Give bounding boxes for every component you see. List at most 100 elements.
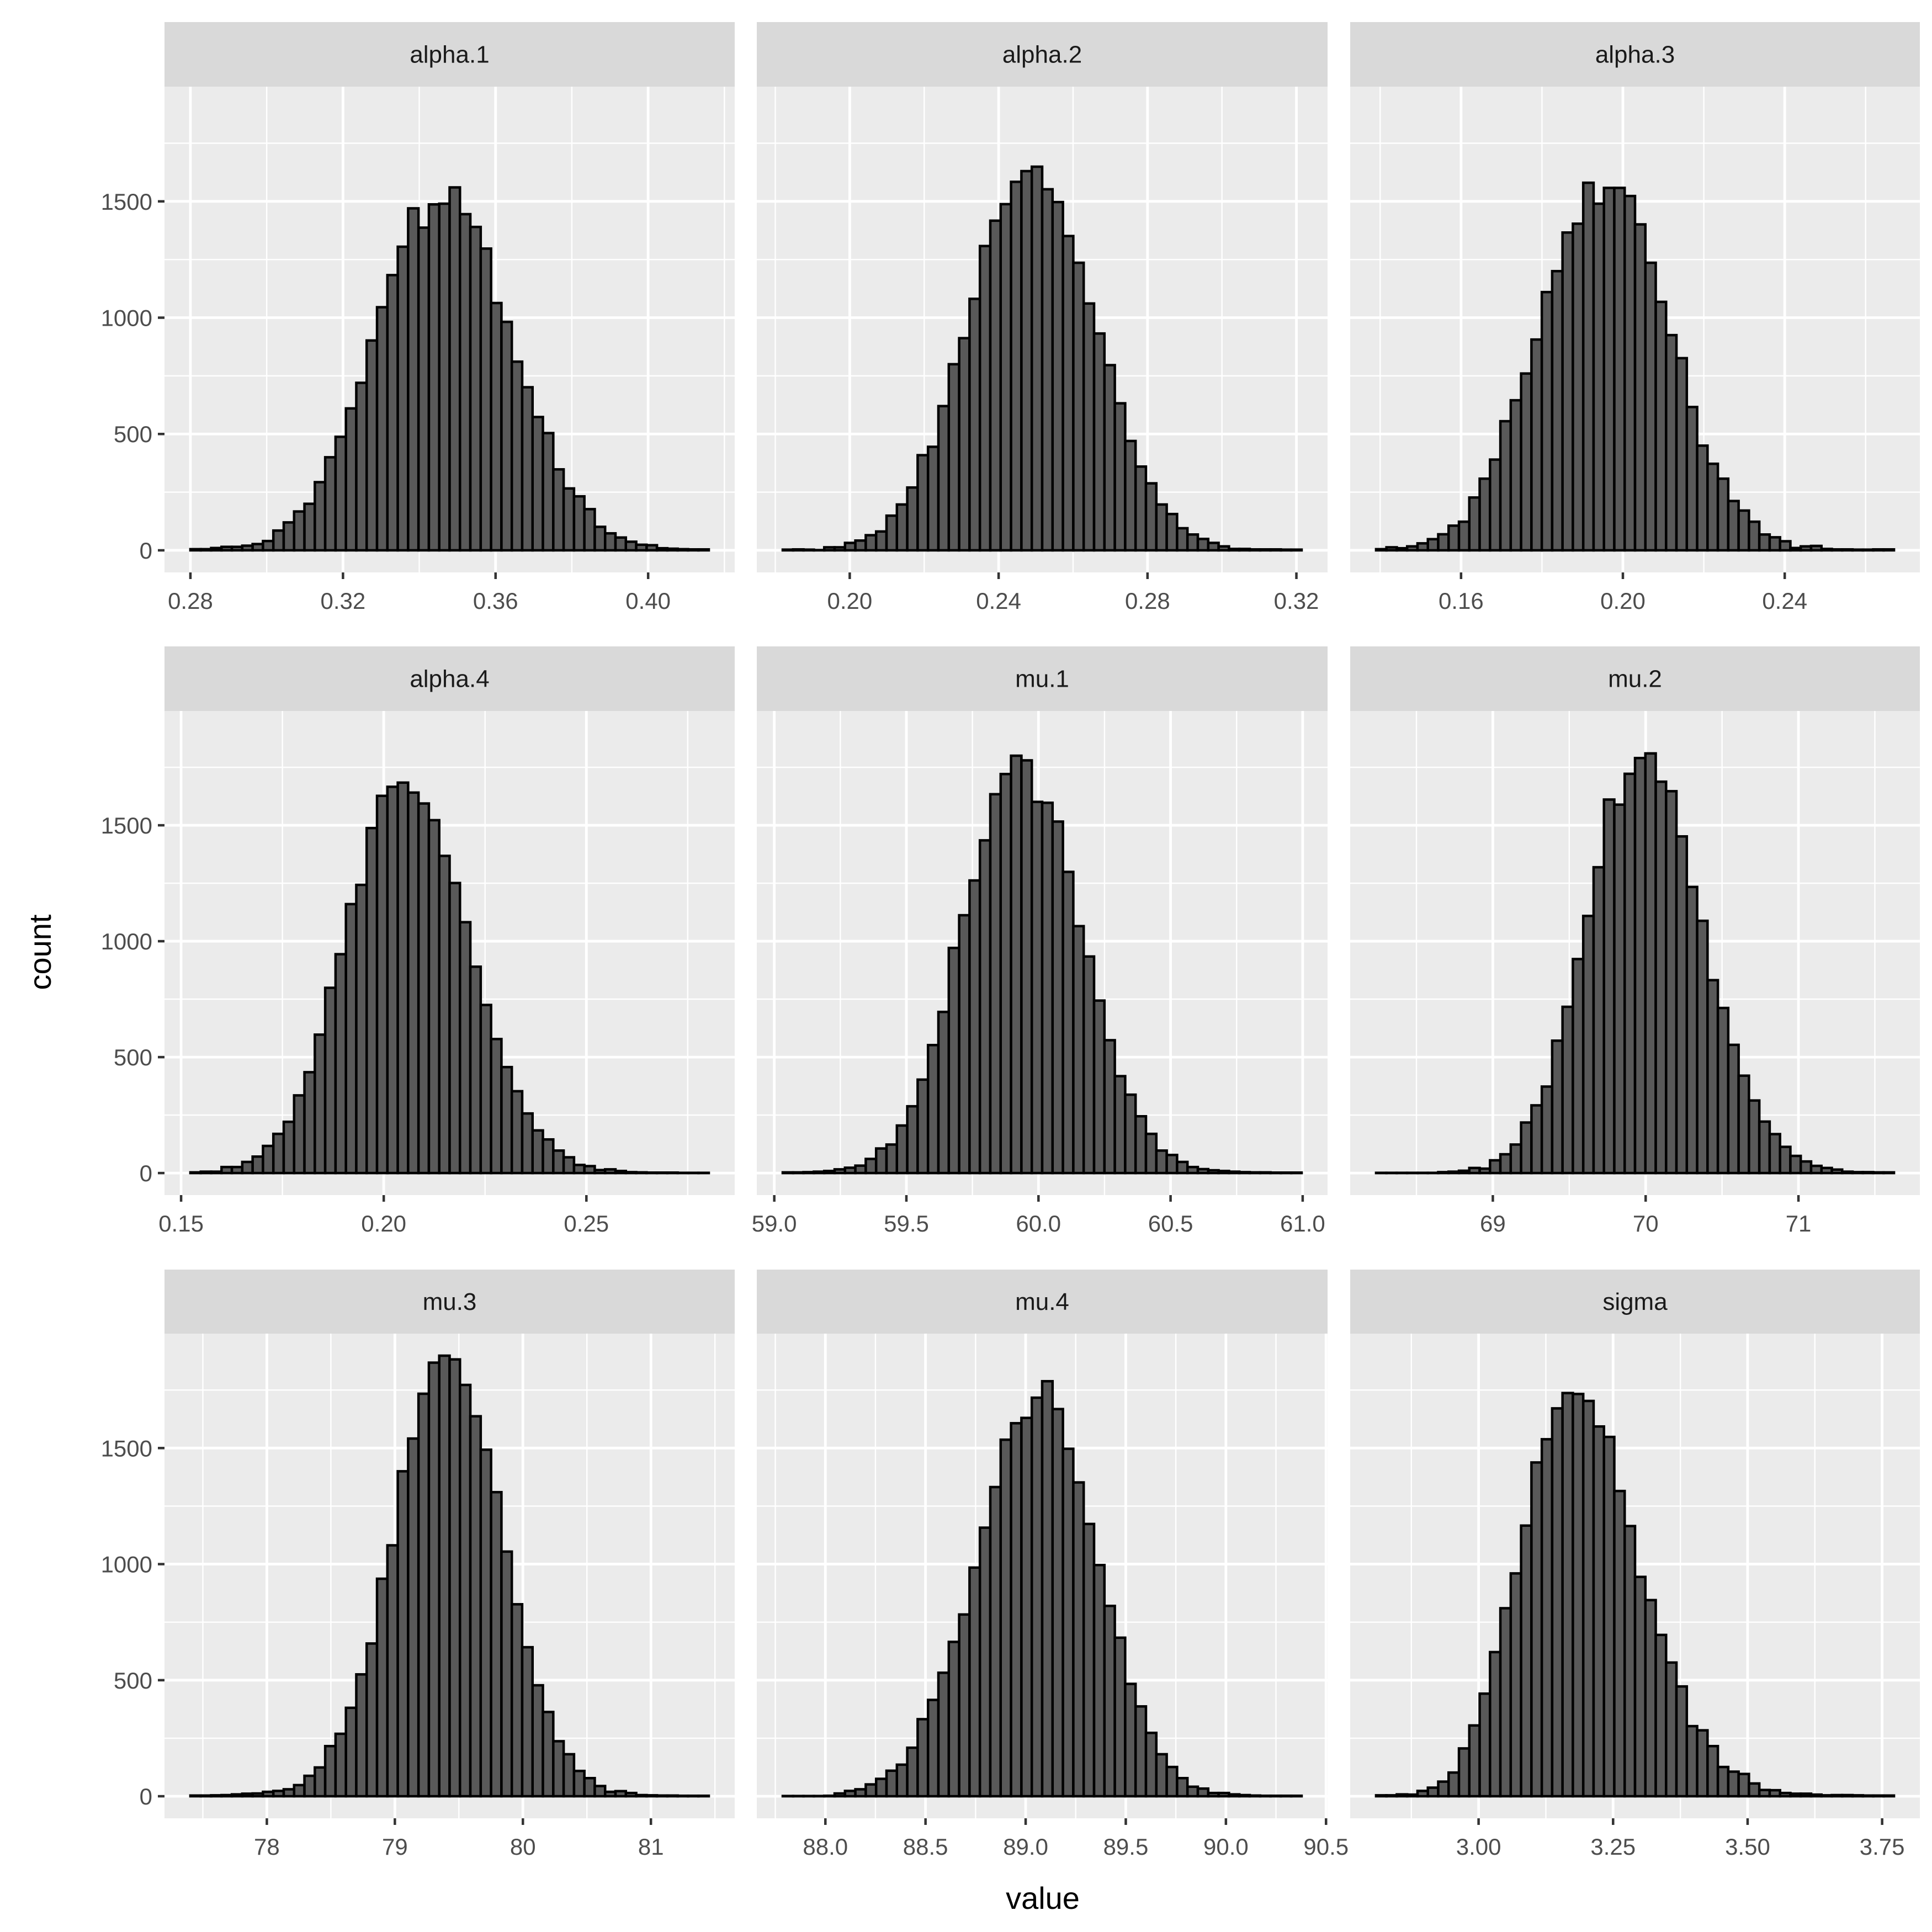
histogram-bar [1540,1438,1554,1798]
histogram-bar [1092,999,1106,1175]
histogram-bar [813,1170,826,1175]
histogram-bar [1613,1489,1626,1798]
facet-panel: alpha.1 0.28 0.32 0.36 0.40 0 500 1000 1500 [101,22,735,614]
histogram-bar [1468,496,1481,552]
x-tick-label: 59.0 [752,1211,797,1236]
histogram-bar [1124,439,1137,552]
histogram-bar [417,1392,431,1798]
histogram-bar [1010,181,1023,552]
facet-strip [1350,1270,1920,1334]
histogram-bar [1165,1154,1179,1175]
histogram-bar [552,468,565,552]
histogram-bar [469,225,482,552]
histogram-bar [1238,1171,1251,1175]
histogram-bar [1644,1599,1657,1798]
facet-panel: mu.2 69 70 71 [1350,646,1920,1236]
histogram-bar [1561,231,1574,552]
histogram-bar [1061,235,1075,552]
histogram-bar [1010,1422,1023,1798]
histogram-bar [396,781,410,1175]
histogram-bar [1841,548,1854,552]
histogram-bar [1872,548,1885,552]
histogram-bar [1572,1393,1585,1798]
histogram-bar [666,547,679,552]
histogram-bars [189,1354,710,1798]
histogram-bar [314,1766,327,1798]
histogram-bar [624,540,638,552]
histogram-bar [1716,477,1730,552]
histogram-bar [572,1769,586,1798]
x-tick-label: 61.0 [1280,1211,1325,1236]
histogram-bar [1602,187,1616,552]
histogram-bar [1727,1043,1740,1175]
histogram-bar [1176,527,1189,552]
histogram-bar [822,1170,836,1175]
histogram-bar [1748,1782,1761,1798]
x-tick-label: 0.32 [320,588,365,614]
histogram-bar [978,245,992,552]
histogram-bar [1696,444,1709,552]
histogram-bar [1061,1447,1075,1798]
histogram-bar [1248,1171,1262,1175]
facet-panel: sigma 3.00 3.25 3.50 3.75 [1350,1270,1920,1860]
x-tick-label: 80 [510,1834,536,1860]
histogram-bar [1030,1396,1044,1798]
histogram-bar [417,226,431,552]
histogram-bar [1269,548,1282,552]
histogram-bar [1489,458,1502,552]
histogram-bar [469,965,482,1175]
histogram-bar [1134,1705,1148,1798]
histogram-bar [666,1171,679,1175]
histogram-bar [210,1794,223,1798]
histogram-bar [521,1112,534,1175]
x-tick-label: 0.36 [473,588,518,614]
histogram-bar [833,1792,847,1798]
histogram-bar [885,1143,899,1175]
histogram-bar [562,487,576,552]
x-tick-label: 0.28 [168,588,213,614]
facet-strip-label: mu.3 [423,1288,477,1315]
histogram-bar [1457,1169,1471,1175]
histogram-bar [989,793,1002,1175]
histogram-bar [386,274,399,552]
histogram-bar [479,247,492,552]
histogram-bar [1613,803,1626,1175]
histogram-bar [1238,1793,1251,1798]
histogram-bar [874,1147,888,1175]
histogram-bar [645,544,659,552]
histogram-bar [635,1793,648,1798]
histogram-bar [1809,1164,1823,1175]
histogram-bar [210,1170,223,1175]
histogram-bar [199,548,213,552]
facet-strip [757,646,1328,711]
histogram-bar [355,1673,368,1798]
histogram-bar [1561,1392,1574,1798]
histogram-bar [531,1684,544,1798]
histogram-bar [365,1642,379,1798]
histogram-bar [1248,548,1262,552]
histogram-bar [230,1165,244,1175]
histogram-bar [407,791,420,1175]
histogram-bar [407,207,420,552]
histogram-bar [958,337,971,552]
histogram-bar [1072,261,1085,552]
facet-strip [757,22,1328,87]
histogram-bar [220,545,233,552]
histogram-bar [293,510,306,552]
histogram-bar [1809,1793,1823,1798]
histogram-bar [937,1671,951,1798]
histogram-bar [344,407,358,552]
histogram-bar [1830,548,1844,552]
histogram-bar [1654,300,1668,552]
histogram-bar [1405,545,1419,552]
histogram-bar [459,213,472,552]
histogram-bar [1061,871,1075,1175]
histogram-bar [365,339,379,552]
histogram-bar [1572,222,1585,552]
histogram-bar [562,1156,576,1175]
histogram-bar [303,1071,316,1175]
histogram-bar [1551,269,1564,552]
histogram-bar [1675,357,1689,552]
histogram-bar [1799,1160,1813,1175]
